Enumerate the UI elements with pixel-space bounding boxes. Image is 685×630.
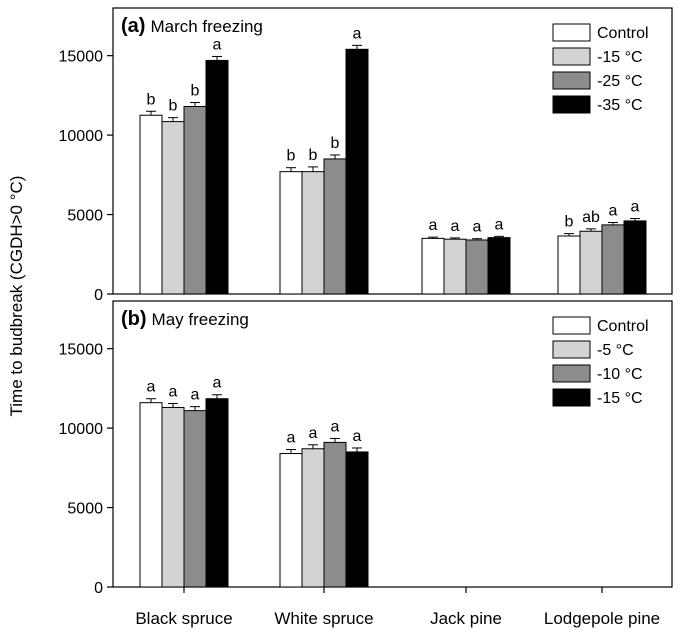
y-tick-label: 15000 <box>59 342 104 359</box>
significance-label: a <box>309 425 318 442</box>
significance-label: a <box>169 383 178 400</box>
significance-label: a <box>191 387 200 404</box>
significance-label: a <box>495 216 504 233</box>
y-tick-label: 0 <box>94 287 103 304</box>
significance-label: a <box>287 430 296 447</box>
bar <box>279 453 303 588</box>
significance-label: a <box>353 25 362 42</box>
legend-swatch <box>552 95 591 114</box>
bar <box>161 121 185 295</box>
bar <box>421 237 445 295</box>
x-tick-label: White spruce <box>274 609 373 628</box>
significance-label: a <box>147 379 156 396</box>
significance-label: b <box>309 147 318 164</box>
bar <box>205 59 229 295</box>
significance-label: b <box>565 214 574 231</box>
significance-label: ab <box>582 209 600 226</box>
bar <box>601 224 625 295</box>
significance-label: b <box>331 135 340 152</box>
legend-swatch <box>552 340 591 359</box>
x-tick-label: Black spruce <box>135 609 232 628</box>
legend-label: -25 °C <box>597 73 643 90</box>
significance-label: a <box>429 217 438 234</box>
bar <box>301 171 325 295</box>
panel-letter: (b) <box>121 308 147 330</box>
legend-swatch <box>552 47 591 66</box>
legend-swatch <box>552 388 591 407</box>
legend-swatch <box>552 23 591 42</box>
legend-label: -35 °C <box>597 97 643 114</box>
bar <box>345 451 369 588</box>
x-tick-label: Lodgepole pine <box>544 609 660 628</box>
bar <box>139 402 163 588</box>
legend-swatch <box>552 364 591 383</box>
bar <box>279 171 303 295</box>
panel-letter: (a) <box>121 15 145 37</box>
significance-label: b <box>191 83 200 100</box>
plot-frame <box>112 300 673 588</box>
legend-label: Control <box>597 318 649 335</box>
bar <box>487 237 511 295</box>
significance-label: a <box>631 199 640 216</box>
panel-title: (a) March freezing <box>121 15 263 37</box>
significance-label: a <box>473 219 482 236</box>
panel-title: (b) May freezing <box>121 308 249 330</box>
y-tick-label: 5000 <box>67 208 103 225</box>
legend-swatch <box>552 71 591 90</box>
significance-label: a <box>213 36 222 53</box>
y-tick-label: 0 <box>94 580 103 597</box>
panel-title-text: May freezing <box>152 310 249 329</box>
bar <box>139 114 163 295</box>
significance-label: b <box>287 148 296 165</box>
significance-label: b <box>169 98 178 115</box>
x-axis-tick-labels: Black spruce White spruce Jack pine Lodg… <box>135 609 660 628</box>
legend-label: -5 °C <box>597 342 634 359</box>
legend-label: Control <box>597 25 649 42</box>
bar <box>161 406 185 588</box>
bar <box>323 158 347 295</box>
bar <box>623 220 647 295</box>
panel-title-text: March freezing <box>150 17 262 36</box>
bar <box>557 235 581 295</box>
significance-label: a <box>213 375 222 392</box>
significance-label: a <box>331 418 340 435</box>
bar <box>579 230 603 295</box>
bar <box>301 448 325 588</box>
y-axis-label: Time to budbreak (CGDH>0 °C) <box>7 176 26 417</box>
legend-label: -15 °C <box>597 49 643 66</box>
bar <box>183 106 207 295</box>
bar <box>323 441 347 588</box>
bar <box>443 238 467 295</box>
significance-label: b <box>147 91 156 108</box>
y-tick-label: 10000 <box>59 421 104 438</box>
y-tick-label: 5000 <box>67 501 103 518</box>
significance-label: a <box>609 203 618 220</box>
significance-label: a <box>451 218 460 235</box>
bar <box>205 398 229 588</box>
legend-swatch <box>552 316 591 335</box>
y-tick-label: 15000 <box>59 49 104 66</box>
legend-label: -15 °C <box>597 390 643 407</box>
legend-label: -10 °C <box>597 366 643 383</box>
y-tick-label: 10000 <box>59 128 104 145</box>
bar <box>183 410 207 588</box>
x-tick-label: Jack pine <box>430 609 502 628</box>
plot-frame <box>112 7 673 295</box>
bar <box>465 239 489 295</box>
bar <box>345 48 369 295</box>
significance-label: a <box>353 428 362 445</box>
